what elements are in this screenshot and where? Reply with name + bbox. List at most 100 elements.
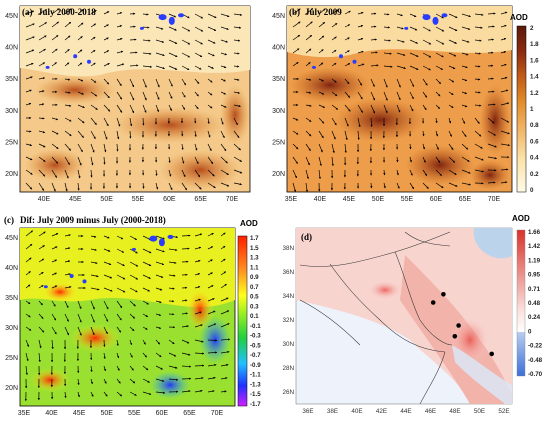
wind-vector bbox=[207, 182, 216, 189]
y-tick-label: 25N bbox=[5, 355, 18, 362]
wind-vector bbox=[116, 91, 123, 100]
lake-spot bbox=[168, 16, 175, 25]
wind-vector bbox=[168, 169, 172, 177]
wind-vector bbox=[422, 182, 429, 189]
wind-vector bbox=[155, 39, 165, 43]
wind-vector bbox=[318, 156, 322, 167]
wind-vector bbox=[103, 300, 109, 310]
wind-vector bbox=[116, 339, 119, 346]
wind-vector bbox=[168, 287, 175, 290]
wind-vector bbox=[207, 246, 214, 250]
wind-vector bbox=[500, 117, 510, 123]
panel-d-label: (d) bbox=[301, 232, 312, 242]
wind-vector bbox=[331, 104, 339, 110]
x-tick-label: 55E bbox=[128, 410, 141, 417]
lake-spot bbox=[178, 13, 184, 18]
wind-vector bbox=[370, 78, 375, 87]
wind-vector bbox=[435, 13, 444, 19]
wind-vector bbox=[344, 63, 351, 67]
wind-vector bbox=[220, 232, 226, 237]
wind-vector bbox=[181, 312, 188, 315]
x-tick-label: 45E bbox=[69, 196, 82, 203]
wind-vector bbox=[194, 389, 203, 393]
wind-vector bbox=[38, 258, 45, 263]
wind-vector bbox=[500, 102, 510, 106]
panel-b-blue-spots bbox=[312, 13, 448, 69]
wind-vector bbox=[103, 248, 111, 252]
wind-vector bbox=[90, 130, 96, 140]
wind-vector bbox=[344, 78, 350, 85]
panel-b-wind-vectors bbox=[292, 8, 510, 193]
wind-vector bbox=[292, 143, 299, 150]
wind-vector bbox=[90, 261, 98, 265]
wind-vector bbox=[64, 313, 69, 322]
wind-vector bbox=[51, 48, 58, 54]
wind-vector bbox=[51, 156, 59, 164]
wind-vector bbox=[103, 313, 109, 322]
wind-vector bbox=[155, 26, 164, 30]
panel-d-points bbox=[430, 292, 495, 357]
panel-c-y-ticks: 45N 40N 35N 30N 25N 20N bbox=[5, 235, 18, 392]
colorbar-tick-label: 2 bbox=[530, 25, 534, 32]
wind-vector bbox=[51, 21, 59, 28]
wind-vector bbox=[461, 117, 466, 124]
wind-vector bbox=[207, 156, 214, 165]
wind-vector bbox=[64, 326, 70, 336]
panel-c-title: Dif: July 2009 minus July (2000-2018) bbox=[20, 215, 166, 225]
wind-vector bbox=[220, 297, 229, 302]
wind-vector bbox=[396, 156, 399, 163]
wind-vector bbox=[207, 169, 215, 177]
panel-c-hotspot bbox=[70, 324, 120, 352]
wind-vector bbox=[103, 78, 110, 85]
y-tick-label: 30N bbox=[5, 325, 18, 332]
y-tick-label: 36N bbox=[282, 269, 294, 276]
wind-vector bbox=[474, 52, 481, 55]
wind-vector bbox=[194, 324, 203, 328]
wind-vector bbox=[331, 117, 337, 126]
wind-vector bbox=[155, 391, 166, 394]
wind-vector bbox=[181, 78, 186, 86]
wind-vector bbox=[155, 235, 165, 240]
wind-vector bbox=[370, 64, 379, 67]
panel-c-x-ticks: 35E 40E 45E 50E 55E 60E 65E 70E bbox=[18, 410, 224, 417]
wind-vector bbox=[168, 104, 172, 111]
wind-vector bbox=[168, 378, 179, 381]
wind-vector bbox=[90, 62, 96, 67]
wind-vector bbox=[38, 35, 47, 41]
wind-vector bbox=[25, 339, 30, 347]
wind-vector bbox=[116, 261, 125, 267]
wind-vector bbox=[64, 391, 67, 399]
wind-vector bbox=[103, 326, 108, 335]
wind-vector bbox=[181, 325, 189, 328]
wind-vector bbox=[129, 91, 135, 101]
wind-vector bbox=[38, 339, 42, 349]
wind-vector bbox=[292, 130, 299, 135]
wind-vector bbox=[77, 156, 82, 166]
wind-vector bbox=[103, 156, 106, 165]
wind-vector bbox=[220, 26, 229, 30]
wind-vector bbox=[90, 248, 97, 251]
colorbar-tick-label: -0.48 bbox=[528, 357, 543, 364]
wind-vector bbox=[487, 90, 495, 93]
wind-vector bbox=[396, 52, 406, 56]
wind-vector bbox=[116, 104, 123, 113]
colorbar-tick-label: -1.3 bbox=[250, 381, 261, 388]
y-tick-label: 20N bbox=[272, 171, 285, 178]
wind-vector bbox=[181, 390, 191, 393]
wind-vector bbox=[103, 117, 109, 127]
wind-vector bbox=[129, 261, 139, 267]
lake-spot bbox=[352, 59, 357, 64]
x-tick-label: 55E bbox=[132, 196, 145, 203]
wind-vector bbox=[220, 169, 229, 175]
x-tick-label: 42E bbox=[376, 408, 387, 415]
wind-vector bbox=[487, 130, 496, 136]
wind-vector bbox=[181, 182, 187, 191]
wind-vector bbox=[331, 130, 336, 140]
wind-vector bbox=[220, 13, 230, 18]
panel-b: (b) July 2009 35E 40E 45E 50E 55E 60E 65E 70E 4… bbox=[272, 5, 539, 203]
wind-vector bbox=[383, 65, 393, 68]
wind-vector bbox=[103, 261, 112, 266]
y-tick-label: 30N bbox=[282, 341, 294, 348]
wind-vector bbox=[181, 65, 190, 71]
y-tick-label: 35N bbox=[272, 76, 285, 83]
